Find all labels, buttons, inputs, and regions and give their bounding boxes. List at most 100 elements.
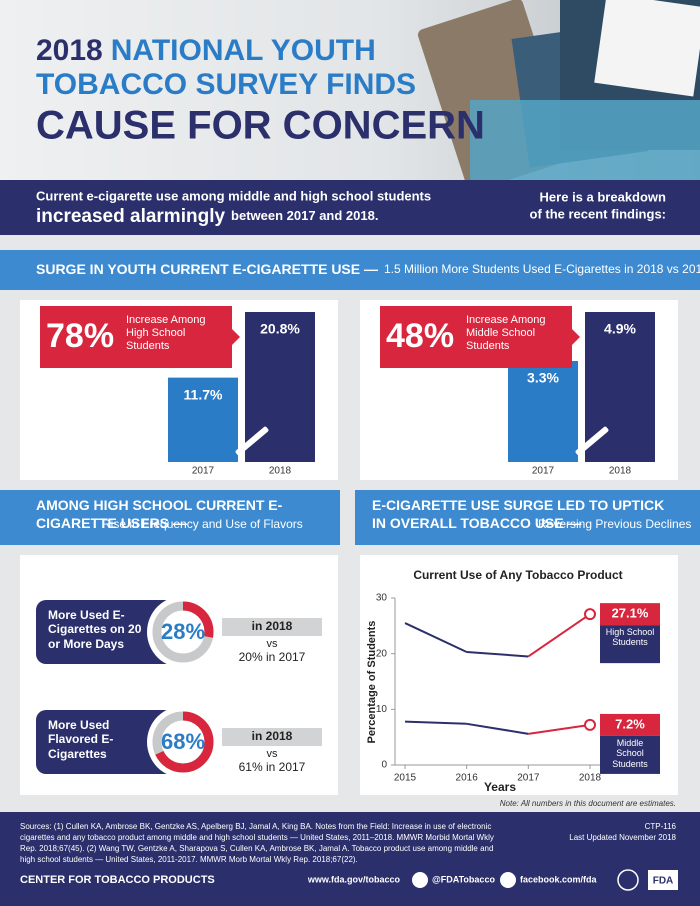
increase-label: Increase Among Middle School Students [466,314,546,353]
vs-text: vs [267,638,279,650]
section-heading-box: E-CIGARETTE USE SURGE LED TO UPTICK IN O… [372,497,665,531]
title-line: CAUSE FOR CONCERN [36,104,485,148]
surge-subtitle: 1.5 Million More Students Used E-Cigaret… [384,262,700,276]
sources-line: cigarettes and any tobacco product among… [20,833,494,842]
section-banner [0,490,340,545]
intro-text: increased alarmingly between 2017 and 201… [36,206,378,227]
bar [168,377,238,462]
chart-title: Current Use of Any Tobacco Product [413,568,622,582]
callout [380,306,580,368]
legend-entry: High School Students [605,627,655,648]
bar-value-label: 3.3% [527,370,559,386]
surge-heading: SURGE IN YOUTH CURRENT E-CIGARETTE USE —… [36,261,700,277]
section-heading: AMONG HIGH SCHOOL CURRENT E-CIGARETTE US… [36,497,283,531]
donut-label: 28% [161,619,205,644]
previous-text: 20% in 2017 [239,650,306,664]
footer [0,812,700,906]
x-tick-label: 2015 [394,773,417,784]
donut-arc [152,601,214,663]
note: Note: All numbers in this document are e… [500,799,676,808]
intro-text: Current e-cigarette use among middle and… [36,188,431,203]
fda-logo-box [648,870,678,890]
increase-label: Increase Among High School Students [126,314,206,353]
increase-value: 48% [386,317,454,355]
x-tick-label: 2018 [609,466,632,477]
hhs-logo [617,869,639,891]
vape-icon [235,426,269,456]
legend-entry-box: Middle School Students [612,737,648,769]
year-text: in 2018 [252,729,293,743]
x-tick-label: 2017 [192,466,215,477]
intro-rest: between 2017 and 2018. [231,208,378,223]
title-year: 2018 [36,34,103,67]
value-box [600,713,660,736]
donut-label: 68% [161,729,205,754]
x-axis-label: Years [484,780,516,794]
callout [40,306,240,368]
updated: Last Updated November 2018 [569,833,676,842]
section-heading: E-CIGARETTE USE SURGE LED TO UPTICK IN O… [372,497,665,531]
year-box [222,728,322,746]
item-label: More Used Flavored E-Cigarettes [48,718,114,761]
x-tick-label: 2017 [517,773,540,784]
section-subheading: Rise in Frequency and Use of Flavors [102,517,303,531]
series-segment [404,622,468,653]
intro-emphasis: increased alarmingly [36,206,225,227]
surge-banner [0,250,700,290]
legend-entry: Middle School Students [612,737,648,769]
x-tick-label: 2018 [579,773,602,784]
year-text: in 2018 [252,619,293,633]
series-segment [404,720,467,725]
sources-line: high school students — United States, 20… [20,855,358,864]
item-pill [36,600,186,664]
section-heading-box: AMONG HIGH SCHOOL CURRENT E-CIGARETTE US… [36,497,283,531]
facebook: facebook.com/fda [520,874,598,884]
point [584,718,596,731]
y-axis-label: Percentage of Students [366,621,378,744]
section-subheading: Reversing Previous Declines [538,517,691,531]
donut-arc [152,711,214,773]
value-label: 27.1% [612,606,649,621]
series-segment [466,722,529,735]
surge-title: SURGE IN YOUTH CURRENT E-CIGARETTE USE — [36,261,378,277]
item-label-box: More Used Flavored E-Cigarettes [48,718,114,761]
title-text: NATIONAL YOUTH [111,34,376,67]
sources-line: Sources: (1) Cullen KA, Ambrose BK, Gent… [20,822,491,831]
y-tick-label: 10 [376,704,388,715]
doc-code: CTP-116 [645,822,677,831]
series-segment [527,613,591,658]
vs-text: vs [267,748,279,760]
y-tick-label: 30 [376,593,388,604]
vape-icon [575,426,609,456]
bar [508,360,578,462]
increase-label-box: Increase Among High School Students [126,314,206,353]
x-tick-label: 2017 [532,466,555,477]
intro-aside: of the recent findings: [530,206,667,221]
bar-value-label: 11.7% [184,386,223,402]
intro-aside: Here is a breakdown [540,189,666,204]
item-pill [36,710,186,774]
twitter: @FDATobacco [432,874,495,884]
title-line: TOBACCO SURVEY FINDS [36,68,416,101]
series-segment [528,723,591,735]
item-label: More Used E-Cigarettes on 20 or More Day… [48,608,142,651]
item-label-box: More Used E-Cigarettes on 20 or More Day… [48,608,142,651]
y-tick-label: 20 [376,648,388,659]
legend-box [600,625,660,664]
series-segment [466,650,529,658]
fda-logo: FDA [653,876,674,887]
bar-value-label: 20.8% [260,321,300,337]
increase-label-box: Increase Among Middle School Students [466,314,546,353]
previous-text: 61% in 2017 [239,760,306,774]
center-name: CENTER FOR TOBACCO PRODUCTS [20,874,215,886]
legend-entry-box: High School Students [605,627,655,648]
section-banner [355,490,700,545]
bar-value-label: 4.9% [604,321,636,337]
facebook-icon [500,872,516,888]
x-tick-label: 2018 [269,466,292,477]
year-box [222,618,322,636]
intro-banner [0,180,700,235]
legend-box [600,735,660,774]
value-label: 7.2% [615,716,645,731]
